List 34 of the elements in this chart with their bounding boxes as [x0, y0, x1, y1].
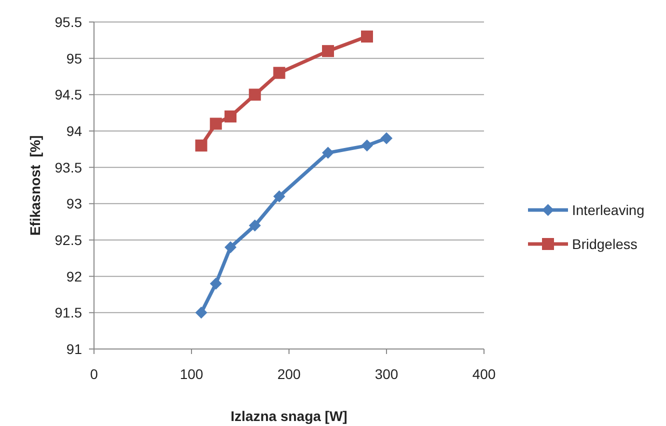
x-tick-label: 300 — [374, 366, 398, 382]
point — [195, 140, 208, 152]
y-tick-label: 94.5 — [54, 86, 82, 103]
y-tick-label: 93 — [66, 196, 82, 212]
point — [322, 146, 334, 159]
point — [210, 118, 222, 130]
x-tick-label: 200 — [277, 366, 301, 382]
point — [273, 66, 286, 79]
x-tick-label: 100 — [180, 366, 204, 382]
point — [195, 306, 208, 319]
y-tick-label: 91 — [66, 341, 82, 357]
point — [380, 132, 392, 144]
legend-label: Interleaving — [572, 202, 644, 218]
point — [322, 45, 334, 58]
point — [248, 88, 261, 101]
y-tick-label: 94 — [66, 123, 82, 139]
x-axis-title: Izlazna snaga [W] — [230, 408, 348, 424]
point — [210, 278, 222, 290]
x-tick-label: 400 — [472, 366, 496, 382]
point — [248, 219, 261, 232]
y-tick-label: 92 — [66, 268, 82, 284]
y-axis-title: Efikasnost [%] — [27, 135, 43, 236]
y-tick-label: 91.5 — [54, 304, 82, 321]
point — [273, 190, 286, 202]
point — [224, 110, 236, 122]
y-tick-label: 95.5 — [54, 14, 82, 30]
x-tick-label: 0 — [90, 366, 98, 382]
y-tick-label: 95 — [66, 50, 82, 66]
y-tick-label: 92.5 — [54, 232, 82, 248]
y-tick-label: 93.5 — [54, 159, 82, 176]
point — [224, 241, 236, 254]
point — [361, 140, 373, 152]
legend-label: Bridgeless — [572, 236, 638, 252]
point — [361, 30, 373, 43]
